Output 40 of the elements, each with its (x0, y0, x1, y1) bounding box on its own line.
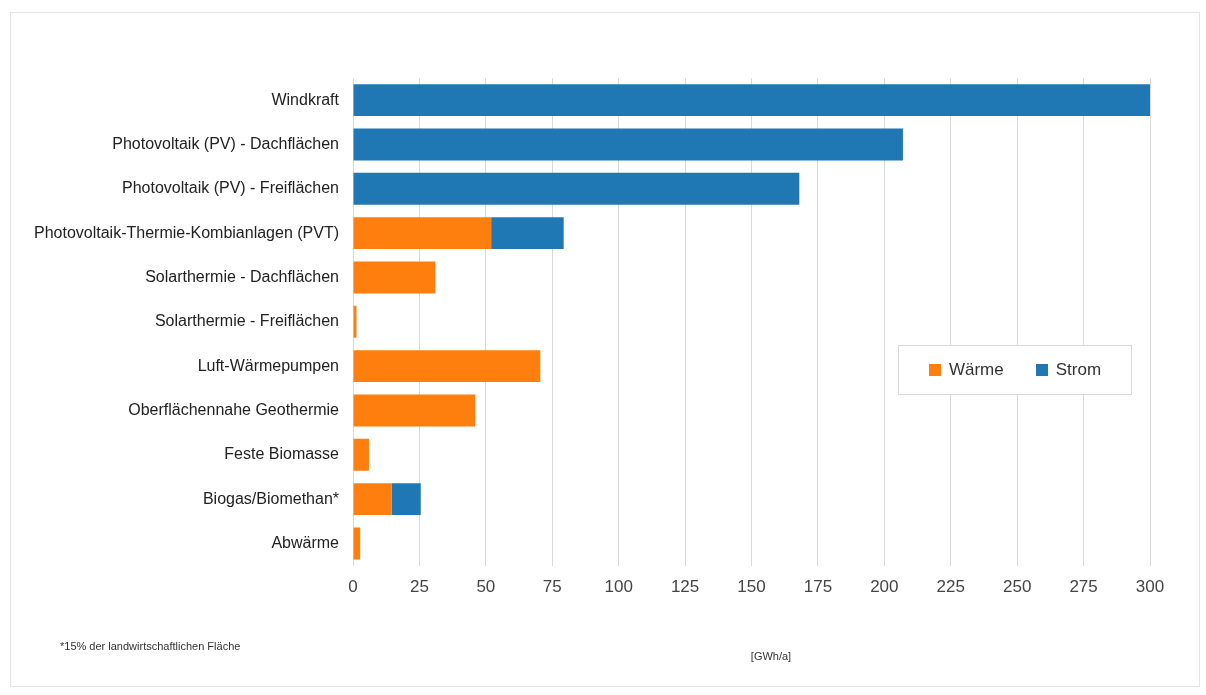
bar (353, 172, 800, 205)
bar (353, 217, 492, 250)
legend-label: Wärme (948, 360, 1004, 380)
y-tick-label: Biogas/Biomethan* (202, 489, 340, 507)
x-tick-label: 250 (1002, 577, 1032, 597)
x-tick-label: 50 (476, 577, 496, 597)
x-tick-label: 100 (604, 577, 633, 597)
x-tick-label: 300 (1135, 577, 1165, 597)
x-tick-label: 150 (737, 577, 766, 597)
y-tick-label: Solarthermie - Freiflächen (154, 312, 340, 330)
x-tick-label: 225 (936, 577, 965, 597)
bar (353, 128, 903, 161)
y-tick-label: Oberflächennahe Geothermie (128, 400, 340, 418)
y-tick-label: Abwärme (271, 533, 340, 551)
bar (353, 394, 476, 427)
x-tick-label: 125 (670, 577, 700, 597)
bar (353, 527, 361, 560)
bar (353, 84, 1150, 117)
y-tick-label: Photovoltaik-Thermie-Kombianlagen (PVT) (34, 223, 340, 241)
bar (353, 483, 392, 516)
bar (353, 350, 541, 383)
x-axis-title: [GWh/a] (750, 650, 792, 662)
x-tick-label: 175 (803, 577, 833, 597)
text: *15% der landwirtschaftlichen Fläche (60, 640, 241, 652)
bar (491, 217, 564, 250)
y-tick-label: Photovoltaik (PV) - Freiflächen (122, 179, 340, 197)
bar (391, 483, 421, 516)
x-tick-label: 275 (1069, 577, 1098, 597)
y-tick-label: Luft-Wärmepumpen (197, 356, 340, 374)
x-tick-label: 25 (409, 577, 429, 597)
x-tick-label: 200 (870, 577, 899, 597)
y-tick-label: Photovoltaik (PV) - Dachflächen (112, 134, 340, 152)
y-tick-label: Feste Biomasse (224, 445, 340, 463)
x-tick-label: 75 (542, 577, 562, 597)
y-tick-label: Solarthermie - Dachflächen (145, 267, 340, 285)
bar (353, 261, 436, 294)
legend-label: Strom (1055, 360, 1102, 380)
x-tick-label: 0 (348, 577, 358, 597)
y-tick-label: Windkraft (271, 90, 340, 108)
bar (353, 438, 369, 471)
